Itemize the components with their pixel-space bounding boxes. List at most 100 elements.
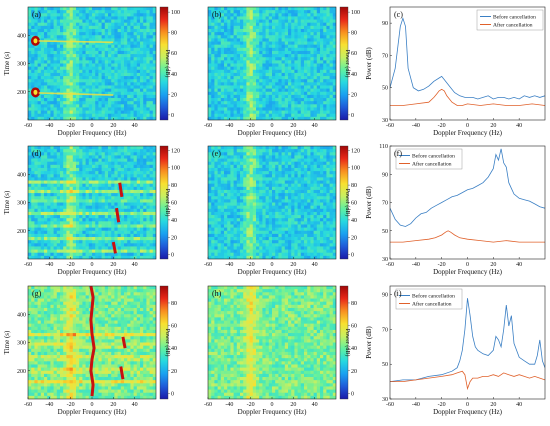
colorbar-label-d: Power (dB) [164, 189, 171, 217]
x-tick-f-40: 40 [516, 262, 522, 268]
x-tick-g-40: 40 [132, 402, 138, 408]
colorbar-tick-e-20: 20 [351, 235, 357, 241]
x-tick-a-0: 0 [91, 123, 94, 129]
x-tick-e-0: 0 [271, 262, 274, 268]
x-axis-label-g: Doppler Frequency (Hz) [58, 408, 127, 416]
x-tick-f--40: -40 [412, 262, 420, 268]
colorbar-tick-g-60: 60 [171, 324, 177, 330]
y-tick-i-50: 50 [382, 362, 388, 368]
x-tick-c--60: -60 [386, 123, 394, 129]
panel-h: 0 20 40 60 80 Power (dB) -60 -40 -20 0 20 40 Doppler… [204, 285, 357, 416]
panel-label-h: (h) [212, 289, 222, 298]
series-line-i-0 [390, 298, 545, 382]
x-axis-label-e: Doppler Frequency (Hz) [238, 268, 307, 276]
y-tick-a-200: 200 [17, 90, 26, 96]
panel-label-d: (d) [32, 149, 42, 158]
panel-label-i: (i) [394, 289, 402, 298]
colorbar-tick-d-60: 60 [171, 201, 177, 207]
y-tick-f-70: 70 [382, 201, 388, 207]
y-tick-d-300: 300 [17, 201, 26, 207]
x-tick-e--20: -20 [247, 262, 255, 268]
y-tick-g-200: 200 [17, 369, 26, 375]
x-tick-g--20: -20 [67, 402, 75, 408]
panel-label-f: (f) [394, 149, 402, 158]
x-axis-label-h: Doppler Frequency (Hz) [238, 408, 307, 416]
panel-a: 0 20 40 60 80 100 Power (dB) -60 -40 -20 0 20 40 200 3… [3, 6, 180, 137]
track-a-3 [38, 40, 114, 44]
streak-d-3 [111, 241, 117, 254]
colorbar-tick-a-40: 40 [171, 72, 177, 78]
y-tick-i-30: 30 [382, 397, 388, 403]
track-a-4 [38, 92, 114, 96]
colorbar-tick-d-80: 80 [171, 183, 177, 189]
heatmap-e [208, 146, 336, 259]
colorbar-tick-h-80: 80 [351, 301, 357, 307]
colorbar-tick-b-80: 80 [351, 31, 357, 37]
x-tick-b-20: 20 [290, 123, 296, 129]
x-tick-c-40: 40 [516, 123, 522, 129]
heatmap-d [28, 146, 156, 259]
y-tick-d-200: 200 [17, 229, 26, 235]
panel-label-e: (e) [212, 149, 221, 158]
colorbar-tick-d-0: 0 [171, 253, 174, 259]
y-tick-g-400: 400 [17, 312, 26, 318]
x-tick-c--40: -40 [412, 123, 420, 129]
x-tick-e-40: 40 [312, 262, 318, 268]
colorbar-tick-d-120: 120 [171, 148, 180, 154]
colorbar-tick-e-0: 0 [351, 253, 354, 259]
colorbar-tick-a-0: 0 [171, 113, 174, 119]
colorbar-label-h: Power (dB) [344, 329, 351, 357]
x-tick-f-0: 0 [466, 262, 469, 268]
panel-label-b: (b) [212, 10, 222, 19]
y-tick-c-90: 90 [382, 21, 388, 27]
x-tick-i-40: 40 [516, 402, 522, 408]
colorbar-tick-g-20: 20 [171, 369, 177, 375]
x-tick-e--40: -40 [225, 262, 233, 268]
x-axis-label-c: Doppler Frequency (Hz) [433, 129, 502, 137]
legend-label-c-1: After cancellation [493, 22, 533, 29]
x-tick-b--60: -60 [204, 123, 212, 129]
x-tick-h-0: 0 [271, 402, 274, 408]
y-tick-c-50: 50 [382, 86, 388, 92]
x-tick-h-40: 40 [312, 402, 318, 408]
x-tick-e-20: 20 [290, 262, 296, 268]
x-tick-i-20: 20 [490, 402, 496, 408]
x-axis-label-b: Doppler Frequency (Hz) [238, 129, 307, 137]
colorbar-tick-g-40: 40 [171, 346, 177, 352]
colorbar-tick-a-100: 100 [171, 10, 180, 16]
colorbar-tick-d-100: 100 [171, 166, 180, 172]
colorbar-tick-g-0: 0 [171, 391, 174, 397]
series-line-c-0 [390, 16, 545, 100]
y-tick-c-70: 70 [382, 53, 388, 59]
legend-label-f-1: After cancellation [412, 161, 452, 168]
legend-label-c-0: Before cancellation [493, 14, 536, 21]
y-axis-label-i: Power (dB) [365, 326, 373, 359]
colorbar-h [339, 285, 349, 400]
x-tick-h--20: -20 [247, 402, 255, 408]
legend-label-i-1: After cancellation [412, 301, 452, 308]
colorbar-a [159, 6, 169, 121]
x-tick-b--40: -40 [225, 123, 233, 129]
colorbar-tick-h-40: 40 [351, 346, 357, 352]
x-axis-label-d: Doppler Frequency (Hz) [58, 268, 127, 276]
colorbar-tick-g-80: 80 [171, 301, 177, 307]
colorbar-tick-a-80: 80 [171, 31, 177, 37]
heatmap-b [208, 7, 336, 120]
y-tick-i-70: 70 [382, 327, 388, 333]
x-tick-g-20: 20 [110, 402, 116, 408]
colorbar-tick-e-60: 60 [351, 201, 357, 207]
y-tick-d-400: 400 [17, 172, 26, 178]
panel-d: 0 20 40 60 80 100 120 Power (dB) -60 -40 -20 0 20 40 2… [3, 145, 180, 276]
x-axis-label-a: Doppler Frequency (Hz) [58, 129, 127, 137]
x-tick-d--20: -20 [67, 262, 75, 268]
colorbar-tick-h-0: 0 [351, 391, 354, 397]
x-tick-a--40: -40 [45, 123, 53, 129]
y-tick-a-400: 400 [17, 33, 26, 39]
panel-b: 0 20 40 60 80 100 Power (dB) -60 -40 -20 0 20 40 Dopp… [204, 6, 360, 137]
